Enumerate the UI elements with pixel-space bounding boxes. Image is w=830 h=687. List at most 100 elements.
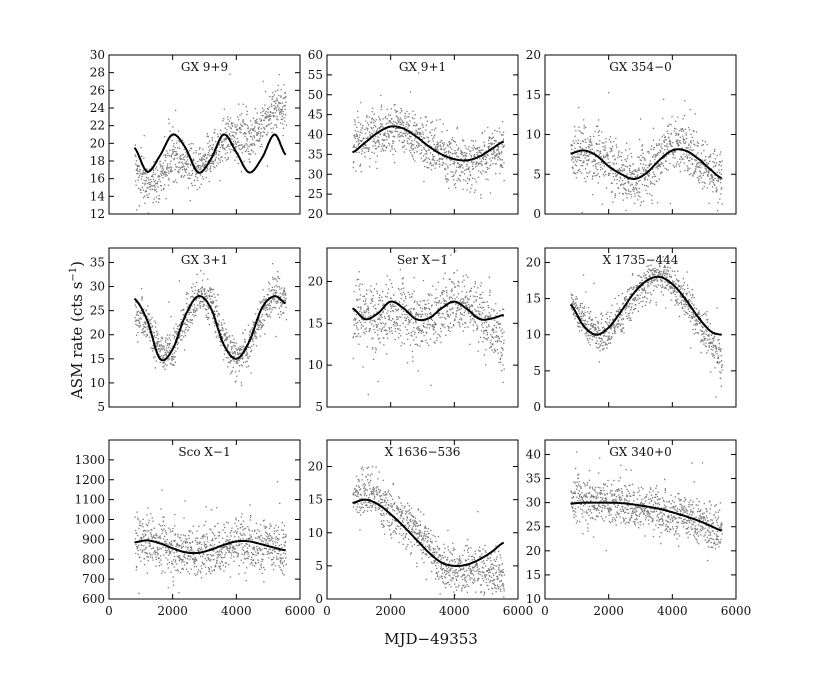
data-point	[486, 332, 489, 334]
data-point	[240, 123, 242, 125]
data-point	[474, 283, 476, 285]
data-point	[389, 150, 392, 152]
data-point	[642, 144, 644, 146]
data-point	[158, 194, 160, 197]
data-point	[575, 315, 577, 318]
data-point	[400, 345, 402, 347]
data-point	[603, 149, 605, 151]
data-point	[650, 182, 653, 184]
data-point	[241, 349, 243, 351]
data-point	[356, 134, 358, 136]
data-point	[146, 168, 148, 170]
data-point	[252, 138, 254, 140]
data-point	[703, 185, 705, 188]
data-point	[210, 301, 212, 303]
data-point	[596, 321, 599, 323]
data-point	[155, 196, 157, 198]
data-point	[180, 322, 182, 324]
data-point	[395, 115, 397, 117]
data-point	[626, 166, 629, 168]
data-point	[591, 334, 593, 336]
data-point	[608, 325, 610, 327]
data-point	[438, 312, 440, 314]
data-point	[135, 334, 138, 336]
data-point	[443, 144, 445, 146]
data-point	[585, 126, 587, 128]
data-point	[277, 300, 279, 302]
data-point	[176, 332, 178, 335]
data-point	[364, 151, 366, 154]
data-point	[220, 344, 222, 346]
data-point	[624, 309, 626, 311]
data-point	[417, 328, 419, 331]
data-point	[262, 289, 264, 291]
data-point	[432, 326, 435, 328]
data-point	[403, 132, 405, 134]
data-point	[270, 103, 273, 105]
data-point	[252, 128, 254, 130]
data-point	[618, 180, 620, 182]
data-point	[209, 289, 211, 291]
data-point	[582, 165, 584, 167]
data-point	[476, 158, 478, 160]
data-point	[645, 164, 647, 166]
data-point	[241, 355, 243, 357]
data-point	[678, 163, 680, 165]
data-point	[597, 347, 599, 349]
data-point	[625, 165, 627, 168]
data-point	[372, 347, 374, 349]
data-point	[588, 144, 590, 146]
data-point	[156, 345, 158, 347]
data-point	[151, 166, 153, 168]
data-point	[284, 96, 287, 99]
data-point	[173, 181, 176, 183]
data-point	[142, 170, 144, 172]
data-point	[599, 151, 601, 153]
data-point	[447, 314, 449, 316]
data-point	[484, 130, 486, 132]
data-point	[276, 280, 278, 282]
data-point	[141, 329, 144, 331]
data-point	[675, 128, 677, 130]
data-point	[494, 336, 496, 338]
data-point	[266, 125, 268, 127]
data-point	[161, 337, 164, 339]
data-point	[150, 185, 152, 187]
data-point	[258, 329, 260, 331]
data-point	[203, 154, 205, 156]
data-point	[460, 149, 462, 152]
data-point	[413, 308, 416, 310]
data-point	[490, 164, 492, 166]
data-point	[150, 181, 153, 183]
data-point	[358, 320, 360, 322]
data-point	[417, 313, 419, 315]
data-point	[188, 321, 190, 323]
data-point	[399, 123, 401, 126]
data-point	[608, 322, 610, 324]
data-point	[486, 301, 488, 303]
data-point	[388, 142, 390, 144]
data-point	[484, 338, 486, 340]
data-point	[247, 131, 250, 133]
data-point	[452, 139, 455, 142]
data-point	[655, 154, 657, 156]
data-point	[393, 305, 395, 307]
data-point	[451, 139, 453, 141]
data-point	[229, 362, 231, 364]
data-point	[181, 175, 183, 177]
data-point	[141, 313, 144, 315]
data-point	[246, 144, 248, 146]
data-point	[384, 317, 386, 319]
data-point	[175, 166, 177, 168]
data-point	[364, 316, 366, 318]
data-point	[157, 175, 159, 178]
data-point	[215, 141, 217, 143]
data-point	[253, 343, 255, 346]
data-point	[154, 186, 156, 188]
data-point	[721, 203, 723, 205]
data-point	[258, 131, 260, 133]
data-point	[624, 306, 626, 309]
data-point	[575, 177, 577, 179]
data-point	[283, 290, 286, 293]
data-point	[592, 160, 594, 162]
